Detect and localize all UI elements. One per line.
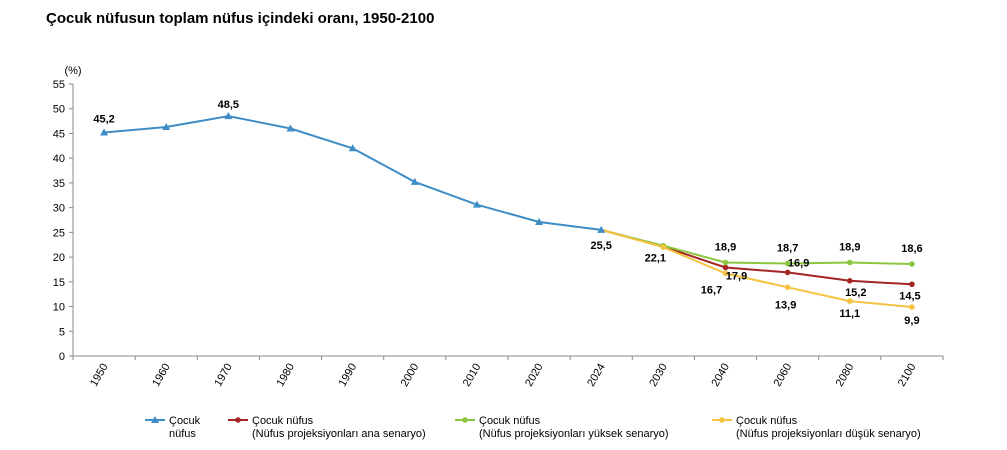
data-point [235,417,241,423]
legend-label: (Nüfus projeksiyonları yüksek senaryo) [479,428,669,440]
data-point [472,200,481,208]
x-tick-label: 1990 [337,362,360,389]
data-point [535,217,544,225]
data-point [846,298,853,304]
data-label: 45,2 [93,113,114,125]
data-point [909,261,915,267]
x-tick-label: 1970 [212,362,235,389]
data-label: 18,9 [839,242,860,254]
data-label: 25,5 [591,240,612,252]
y-tick-label: 55 [53,79,65,91]
x-tick-label: 2020 [523,362,546,389]
legend-label: nüfus [169,428,196,440]
data-point [722,264,729,271]
x-tick-label: 2060 [772,362,795,389]
y-tick-label: 15 [53,277,65,289]
y-tick-label: 45 [53,128,65,140]
data-label: 13,9 [775,299,796,311]
data-label: 22,1 [645,253,666,265]
data-label: 18,9 [715,242,736,254]
data-point [784,269,791,276]
data-point [784,260,791,267]
chart-title: Çocuk nüfusun toplam nüfus içindeki oran… [46,10,435,27]
data-label: 17,9 [726,270,747,282]
y-tick-label: 25 [53,227,65,239]
data-point [100,128,109,136]
x-tick-label: 2024 [585,362,608,389]
series-line [600,228,912,308]
data-label: 18,7 [777,243,798,255]
data-point [286,124,295,132]
data-point [410,177,419,185]
data-point [722,259,729,266]
data-point [784,284,791,291]
y-unit-label: (%) [64,65,81,77]
y-tick-label: 20 [53,252,65,264]
legend-label: Çocuk nüfus [736,415,798,427]
y-tick-label: 30 [53,203,65,215]
data-label: 16,7 [701,284,722,296]
data-point [162,123,171,131]
data-label: 18,6 [901,243,922,255]
data-point [909,281,915,288]
data-point [462,417,468,423]
series-line [600,228,912,265]
data-point [719,417,725,423]
y-tick-label: 0 [59,351,65,363]
x-tick-label: 2000 [399,362,422,389]
x-tick-label: 2030 [647,362,670,389]
data-label: 11,1 [839,308,860,320]
legend-label: Çocuk nüfus [252,415,314,427]
legend-label: Çocuk nüfus [479,415,541,427]
data-label: 14,5 [899,290,920,302]
data-label: 16,9 [788,257,809,269]
data-point [224,112,233,120]
data-point [722,270,729,277]
y-tick-label: 5 [59,326,65,338]
data-point [660,244,667,250]
y-tick-label: 35 [53,178,65,190]
legend-label: (Nüfus projeksiyonları düşük senaryo) [736,428,921,440]
data-label: 48,5 [218,99,239,111]
data-point [348,144,357,152]
x-tick-label: 1950 [88,362,111,389]
data-point [597,225,606,233]
data-label: 9,9 [904,315,919,327]
data-point [846,278,853,284]
x-tick-label: 2040 [709,362,732,389]
data-point [909,304,915,310]
series-line [104,115,602,231]
data-point [151,416,159,423]
legend-label: (Nüfus projeksiyonları ana senaryo) [252,428,426,440]
x-tick-label: 1960 [150,362,173,389]
y-tick-label: 40 [53,153,65,165]
legend-label: Çocuk [169,415,201,427]
x-tick-label: 1980 [274,362,297,389]
x-tick-label: 2010 [461,362,484,389]
x-tick-label: 2080 [834,362,857,389]
data-label: 15,2 [845,287,866,299]
y-tick-label: 50 [53,104,65,116]
y-tick-label: 10 [53,302,65,314]
data-point [846,259,853,266]
x-tick-label: 2100 [896,362,919,389]
